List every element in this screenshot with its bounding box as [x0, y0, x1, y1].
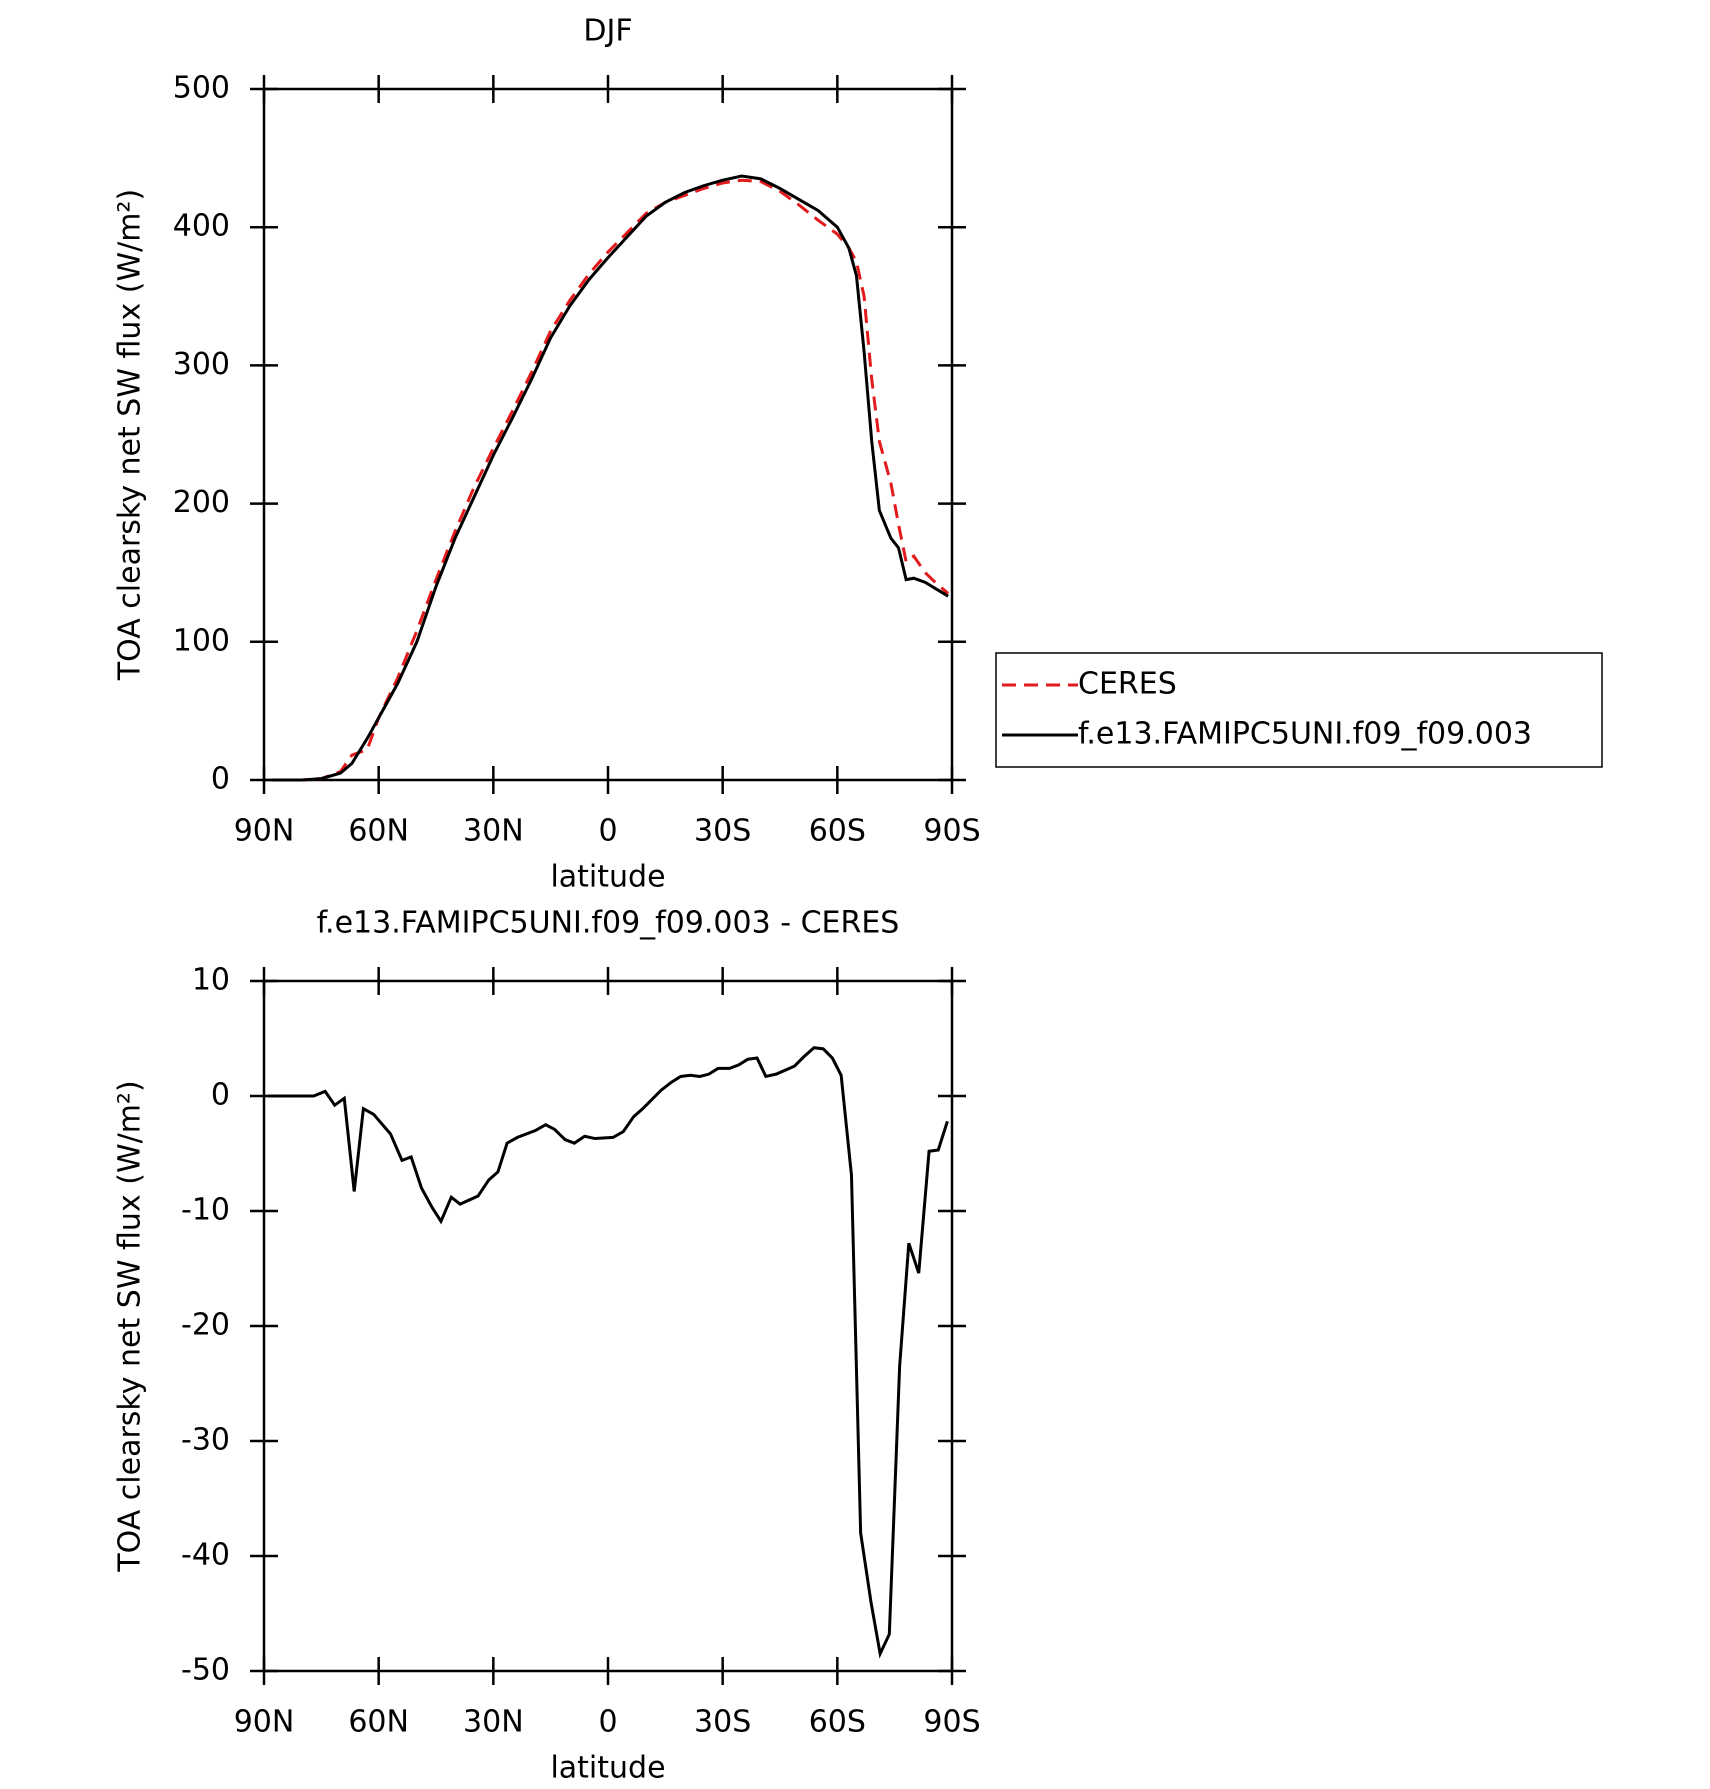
y-tick-label: -10: [181, 1193, 230, 1228]
x-tick-label: 90S: [923, 814, 980, 849]
chart-title: f.e13.FAMIPC5UNI.f09_f09.003 - CERES: [317, 906, 900, 941]
x-tick-label: 0: [598, 814, 617, 849]
y-axis-label: TOA clearsky net SW flux (W/m²): [113, 189, 148, 681]
y-tick-label: 10: [192, 963, 230, 998]
y-tick-label: 0: [211, 1078, 230, 1113]
data-line: [271, 178, 950, 782]
y-tick-label: 200: [173, 485, 230, 520]
y-tick-label: 400: [173, 209, 230, 244]
y-axis-label: TOA clearsky net SW flux (W/m²): [113, 1080, 148, 1572]
y-tick-label: -50: [181, 1653, 230, 1688]
x-tick-label: 90N: [234, 1705, 295, 1740]
data-line: [267, 1046, 949, 1659]
plot-frame: [262, 87, 954, 782]
plot-frame: [262, 979, 954, 1673]
y-tick-label: 300: [173, 347, 230, 382]
x-tick-label: 90S: [923, 1705, 980, 1740]
y-tick-label: -40: [181, 1538, 230, 1573]
x-tick-label: 60N: [348, 1705, 409, 1740]
y-tick-label: -20: [181, 1308, 230, 1343]
x-tick-label: 60S: [809, 814, 866, 849]
y-tick-label: 100: [173, 623, 230, 658]
chart-title: DJF: [583, 14, 632, 49]
x-tick-label: 30S: [694, 814, 751, 849]
x-tick-label: 30S: [694, 1705, 751, 1740]
x-tick-label: 30N: [463, 814, 524, 849]
x-tick-label: 0: [598, 1705, 617, 1740]
legend-label: CERES: [1078, 667, 1177, 702]
x-tick-label: 30N: [463, 1705, 524, 1740]
legend-box: [995, 652, 1603, 768]
x-tick-label: 60S: [809, 1705, 866, 1740]
y-tick-label: -30: [181, 1423, 230, 1458]
x-axis-label: latitude: [550, 860, 665, 895]
x-tick-label: 60N: [348, 814, 409, 849]
data-line: [271, 174, 949, 782]
y-tick-label: 0: [211, 762, 230, 797]
x-axis-label: latitude: [550, 1751, 665, 1786]
x-tick-label: 90N: [234, 814, 295, 849]
y-tick-label: 500: [173, 71, 230, 106]
legend-label: f.e13.FAMIPC5UNI.f09_f09.003: [1078, 717, 1532, 752]
